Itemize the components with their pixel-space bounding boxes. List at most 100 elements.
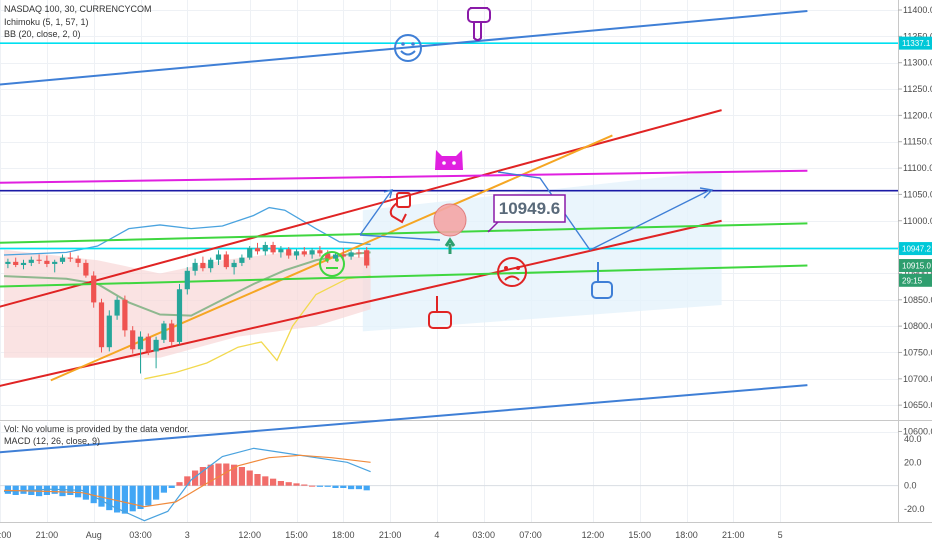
- candle-body: [356, 252, 362, 254]
- candle-body: [20, 262, 27, 266]
- candle-body: [161, 323, 167, 340]
- candle-body: [28, 259, 34, 263]
- bb-lower-line: [144, 275, 371, 380]
- candle-body: [332, 254, 339, 259]
- macd-tick-label: 40.0: [904, 434, 922, 444]
- time-tick-label: 21:00: [722, 530, 745, 540]
- candle-body: [231, 262, 237, 268]
- macd-histogram-bar: [43, 485, 50, 495]
- macd-histogram-bar: [363, 485, 370, 491]
- macd-histogram-bar: [90, 485, 97, 504]
- macd-histogram-bar: [199, 467, 206, 486]
- candle-body: [83, 262, 89, 276]
- macd-histogram-bar: [223, 463, 230, 486]
- macd-histogram-bar: [4, 485, 11, 494]
- macd-histogram-bar: [246, 470, 253, 486]
- price-tag: [899, 273, 932, 287]
- arrow-head-icon: [699, 187, 714, 199]
- candle-body: [348, 252, 354, 257]
- price-tag: [899, 259, 932, 273]
- neutral-face-green-icon: [319, 251, 345, 277]
- ichimoku-legend: Ichimoku (5, 1, 57, 1): [4, 17, 89, 27]
- macd-histogram-bar: [316, 485, 323, 487]
- candle-body: [59, 257, 66, 262]
- macd-histogram-bar: [59, 485, 66, 497]
- time-tick-label: 15:00: [628, 530, 651, 540]
- time-tick-label: 18:00: [332, 530, 355, 540]
- candle-body: [215, 254, 222, 260]
- candle-body: [208, 259, 214, 269]
- signal-line: [3, 454, 371, 508]
- price-tag-label: 10947.2: [902, 245, 931, 254]
- candle-body: [200, 262, 206, 269]
- candle-body: [67, 257, 73, 259]
- price-tag: [899, 242, 932, 256]
- macd-tick-label: 0.0: [904, 481, 917, 491]
- candle-body: [114, 299, 120, 316]
- macd-histogram-bar: [137, 485, 144, 509]
- macd-histogram-bar: [309, 485, 316, 487]
- price-axis: 11400.0 11350.0 11300.0 11250.0 11200.0 11150…: [898, 5, 932, 437]
- trend-line-green: [0, 264, 808, 288]
- candle-body: [286, 249, 292, 256]
- macd-histogram-bar: [145, 485, 152, 506]
- time-tick-label: 03:00: [472, 530, 495, 540]
- price-tick-label: 10750.0: [903, 347, 932, 357]
- macd-line: [3, 447, 371, 522]
- trend-line-blue: [0, 10, 808, 86]
- candle-body: [309, 250, 315, 255]
- macd-histogram-bar: [207, 464, 214, 486]
- macd-histogram-bar: [324, 485, 331, 487]
- price-tick-label: 10800.0: [903, 321, 932, 331]
- macd-tick-label: 20.0: [904, 457, 922, 467]
- price-tag: [899, 36, 932, 50]
- trend-line-green: [0, 222, 808, 244]
- macd-histogram-bar: [285, 482, 292, 486]
- time-tick-label: Aug: [86, 530, 102, 540]
- symbol-title: NASDAQ 100, 30, CURRENCYCOM: [4, 4, 152, 14]
- macd-histogram-bar: [262, 476, 269, 486]
- macd-histogram-bar: [277, 481, 284, 486]
- candle-body: [254, 248, 261, 252]
- macd-legend: MACD (12, 26, close, 9): [4, 436, 100, 446]
- macd-histogram-bar: [254, 474, 261, 486]
- candle-body: [106, 315, 112, 348]
- candle-body: [13, 261, 19, 266]
- price-tick-label: 10850.0: [903, 295, 932, 305]
- pointing-up-hand-blue-icon: [591, 262, 613, 299]
- bb-legend: BB (20, close, 2, 0): [4, 29, 81, 39]
- macd-histogram-bar: [215, 463, 222, 486]
- candle-body: [75, 258, 81, 263]
- candle-body: [247, 248, 253, 258]
- candle-body: [278, 249, 284, 253]
- price-tick-label: 11100.0: [903, 163, 932, 173]
- price-tick-label: 11000.0: [903, 216, 932, 226]
- price-tick-label: 10600.0: [903, 427, 932, 437]
- macd-pane: 40.0 20.0 0.0 -20.0: [0, 434, 925, 522]
- time-tick-label: 18:00: [675, 530, 698, 540]
- price-tag-label: 11337.1: [902, 39, 931, 48]
- callout-text: 10949.6: [499, 199, 560, 218]
- candle-body: [145, 336, 151, 352]
- macd-histogram-bar: [332, 485, 339, 488]
- pointing-hand-red-icon: [389, 192, 411, 224]
- candle-body: [44, 260, 50, 264]
- candle-body: [153, 339, 159, 352]
- macd-histogram-bar: [340, 485, 347, 488]
- macd-histogram-bar: [238, 467, 245, 486]
- candle-body: [239, 257, 245, 263]
- candle-body: [325, 253, 331, 259]
- candle-body: [52, 261, 58, 264]
- price-tags: 11337.1 10947.2 10915.0 29:15: [899, 36, 932, 287]
- time-tick-label: 4: [434, 530, 439, 540]
- price-tick-label: 11250.0: [903, 84, 932, 94]
- candles: [5, 241, 370, 374]
- candle-body: [270, 244, 276, 253]
- price-callout: 10949.6: [487, 194, 566, 233]
- candle-body: [364, 250, 370, 266]
- pointing-down-hand-purple-icon: [467, 7, 491, 41]
- candle-body: [184, 270, 190, 290]
- trend-line-blue: [0, 384, 808, 454]
- candle-body: [137, 336, 144, 350]
